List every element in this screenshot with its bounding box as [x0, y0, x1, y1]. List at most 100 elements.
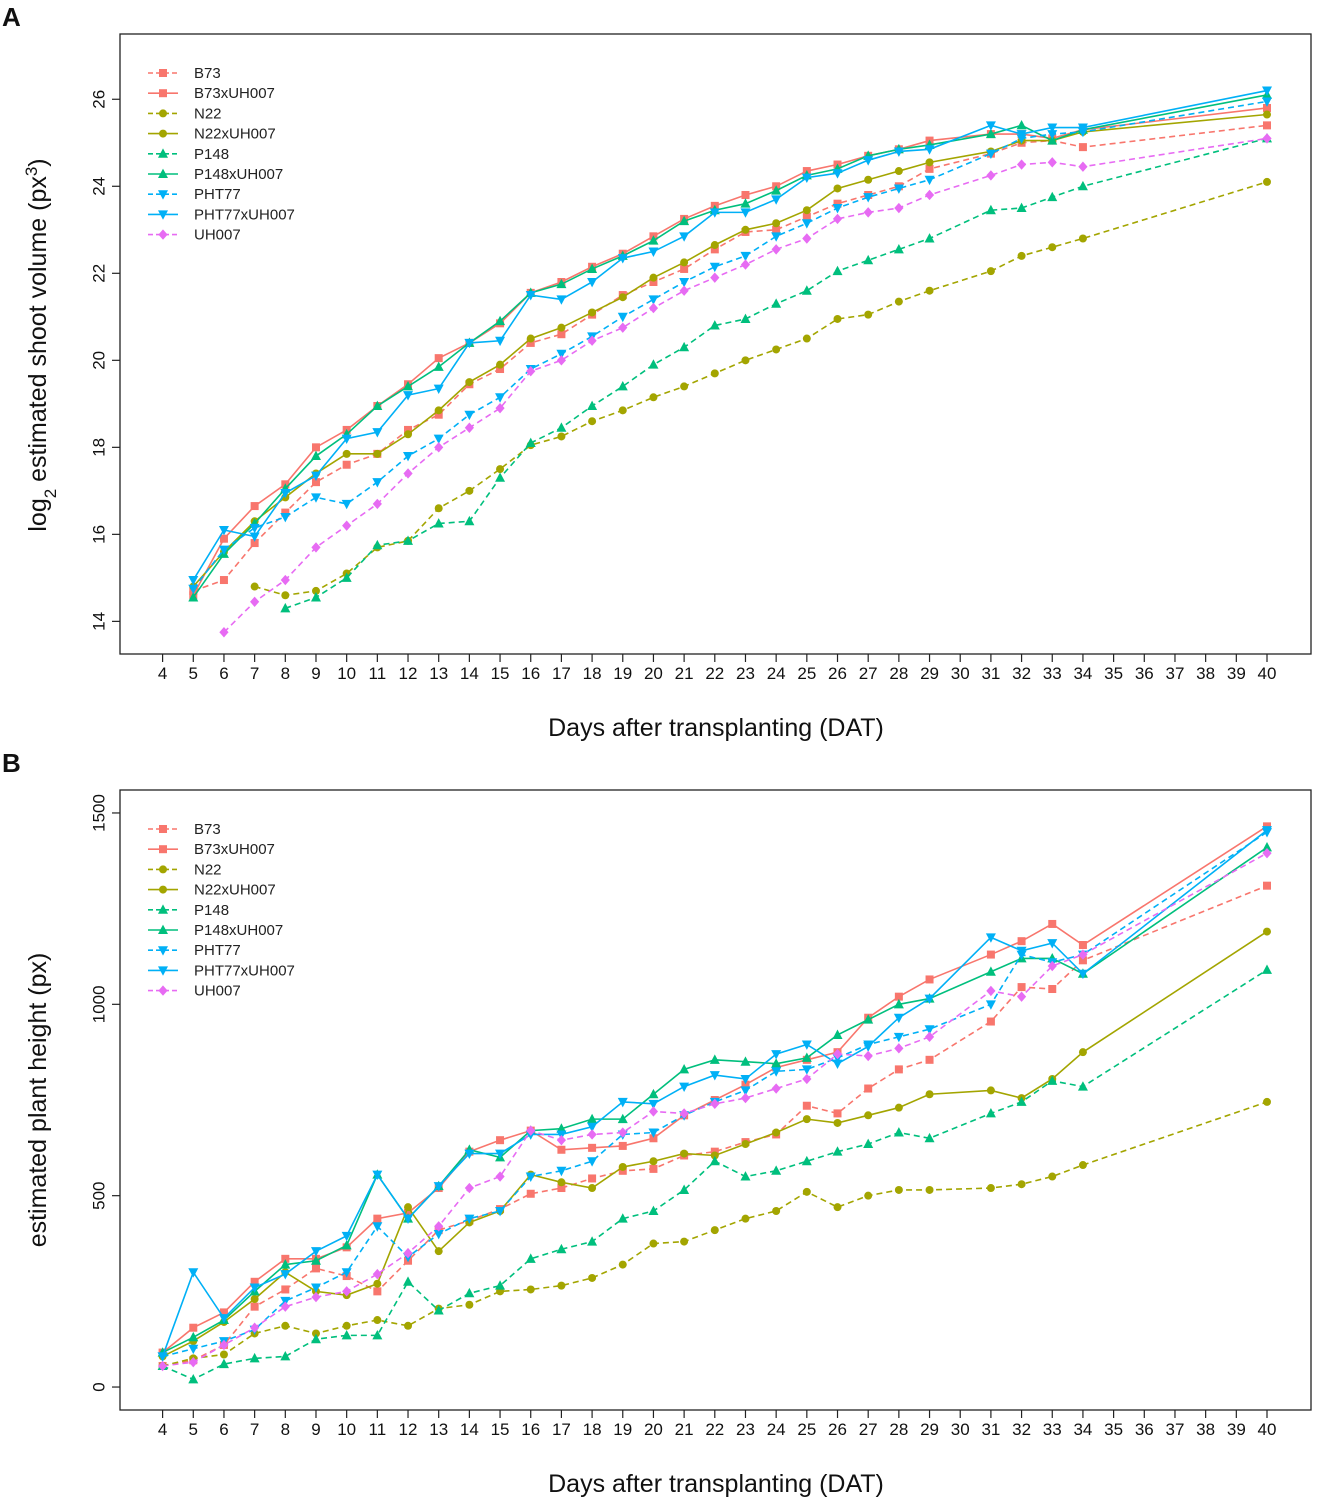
data-point — [403, 391, 414, 401]
data-point — [403, 452, 414, 462]
data-point — [372, 1329, 383, 1340]
data-point — [709, 320, 720, 330]
x-tick-label: 15 — [491, 664, 510, 683]
data-point — [710, 245, 719, 254]
x-tick-label: 22 — [705, 664, 724, 683]
data-point — [985, 204, 996, 215]
data-point — [433, 434, 444, 445]
x-tick-label: 25 — [797, 664, 816, 683]
data-point — [188, 576, 199, 586]
y-tick-label: 20 — [89, 351, 108, 370]
x-tick-label: 9 — [311, 1420, 320, 1439]
x-tick-label: 4 — [158, 664, 167, 683]
data-point — [1047, 157, 1057, 168]
data-point — [434, 442, 444, 453]
data-point — [1047, 191, 1058, 202]
data-point — [1017, 983, 1026, 992]
data-point — [740, 313, 751, 323]
data-point — [648, 1205, 659, 1215]
data-point — [250, 502, 259, 511]
data-point — [832, 1048, 843, 1060]
data-point — [893, 1032, 904, 1043]
x-tick-label: 21 — [675, 1420, 694, 1439]
data-point — [618, 322, 628, 333]
x-tick-label: 27 — [859, 664, 878, 683]
data-point — [465, 486, 474, 495]
data-point — [802, 1073, 812, 1085]
data-point — [342, 1321, 351, 1330]
data-point — [618, 293, 627, 302]
x-tick-label: 29 — [920, 1420, 939, 1439]
x-tick-label: 37 — [1166, 1420, 1185, 1439]
x-tick-label: 16 — [521, 1420, 540, 1439]
data-point — [832, 213, 843, 225]
data-point — [281, 508, 290, 517]
data-point — [893, 184, 904, 194]
data-point — [985, 933, 996, 943]
data-point — [219, 1308, 228, 1317]
data-point — [986, 985, 996, 997]
data-point — [556, 422, 567, 432]
data-point — [158, 1360, 168, 1372]
x-tick-label: 7 — [250, 1420, 259, 1439]
x-tick-label: 39 — [1227, 1420, 1246, 1439]
data-point — [404, 430, 413, 439]
series-line-pht77xuh007 — [192, 89, 1268, 581]
data-point — [802, 1115, 811, 1124]
legend-b: B73 B73xUH007 N22 N22xUH007 P148 P148xUH007 PH… — [148, 821, 295, 1000]
series-line-b73xuh007 — [162, 825, 1268, 1354]
data-point — [679, 1108, 689, 1119]
x-tick-label: 10 — [337, 664, 356, 683]
data-point — [311, 1264, 320, 1273]
data-point — [1078, 941, 1087, 949]
y-axis-title-a: log2 estimated shoot volume (px3) — [22, 158, 60, 531]
data-point — [495, 402, 505, 414]
data-point — [525, 291, 536, 301]
legend-marker — [158, 190, 168, 200]
data-point — [863, 1042, 874, 1052]
series-line-b73 — [193, 124, 1268, 592]
data-point — [311, 443, 320, 452]
data-point — [464, 422, 474, 433]
data-point — [648, 359, 659, 369]
x-tick-label: 8 — [281, 1420, 290, 1439]
data-point — [249, 523, 260, 534]
data-point — [1263, 881, 1271, 890]
x-tick-label: 13 — [429, 1420, 448, 1439]
data-point — [986, 950, 995, 959]
data-point — [893, 998, 904, 1009]
y-tick-label: 16 — [89, 525, 108, 544]
data-point — [833, 1203, 842, 1212]
data-point — [771, 1067, 782, 1077]
data-point — [679, 278, 690, 288]
data-point — [1048, 919, 1057, 928]
data-point — [679, 215, 690, 226]
data-point — [648, 1088, 659, 1099]
plot-frame-b — [119, 789, 1312, 1411]
data-point — [617, 1097, 628, 1108]
x-tick-label: 24 — [767, 664, 786, 683]
data-point — [310, 1255, 321, 1265]
legend-marker — [159, 109, 167, 118]
data-point — [679, 1082, 690, 1093]
x-tick-label: 21 — [675, 664, 694, 683]
data-point — [894, 1103, 903, 1112]
legend-marker — [159, 885, 167, 894]
data-point — [771, 244, 781, 255]
x-tick-label: 33 — [1043, 1420, 1062, 1439]
data-point — [985, 1000, 996, 1010]
data-point — [771, 232, 782, 242]
x-tick-label: 23 — [736, 1420, 755, 1439]
data-point — [801, 1040, 812, 1050]
data-point — [864, 1191, 873, 1200]
series-uh007 — [158, 847, 1272, 1372]
data-point — [495, 1149, 506, 1159]
data-point — [556, 1243, 567, 1254]
data-point — [617, 1113, 628, 1124]
data-point — [832, 1146, 843, 1156]
data-point — [710, 1151, 719, 1160]
data-point — [588, 1174, 597, 1183]
data-point — [925, 158, 934, 167]
data-point — [1078, 1161, 1087, 1170]
x-tick-label: 40 — [1258, 1420, 1277, 1439]
